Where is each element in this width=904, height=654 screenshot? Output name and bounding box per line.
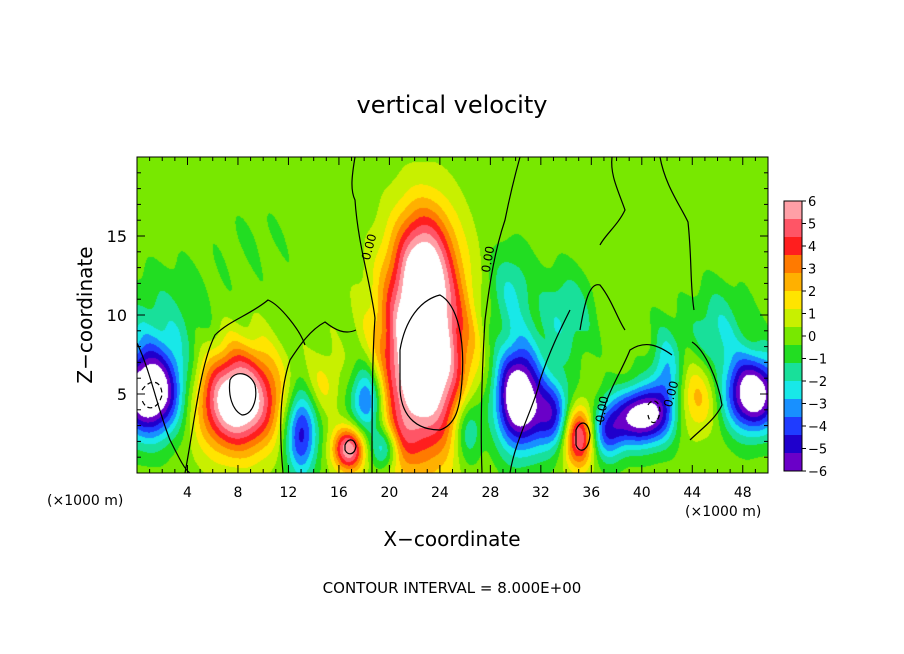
contour-line	[509, 309, 571, 474]
contour-line	[480, 156, 521, 474]
colorbar-swatch	[784, 381, 802, 400]
chart-title: vertical velocity	[357, 91, 548, 119]
colorbar-swatch	[784, 309, 802, 328]
colorbar-label: −5	[808, 443, 827, 458]
y-axis: 5 10 15	[107, 172, 768, 458]
contour-label: 0.00	[661, 379, 681, 408]
contour-label: 0.00	[479, 245, 497, 274]
x-tick-label: 28	[481, 485, 499, 501]
colorbar-label: 0	[808, 330, 816, 345]
colorbar-swatch	[784, 399, 802, 418]
contour-line	[141, 381, 163, 409]
zero-contour-lines	[136, 156, 723, 474]
y-tick-label: 5	[117, 385, 127, 404]
contour-line	[371, 317, 376, 474]
colorbar-swatch	[784, 327, 802, 346]
x-tick-label: 4	[183, 485, 192, 501]
contour-line	[136, 342, 191, 474]
heatmap-field	[137, 157, 768, 473]
colorbar-swatch	[784, 237, 802, 256]
colorbar-label: −4	[808, 420, 827, 435]
contour-line	[599, 156, 626, 246]
contour-line	[280, 321, 357, 474]
x-tick-label: 36	[582, 485, 600, 501]
colorbar-swatch	[784, 201, 802, 220]
x-tick-label: 32	[532, 485, 550, 501]
colorbar-swatch	[784, 255, 802, 274]
x-tick-label: 20	[380, 485, 398, 501]
colorbar-swatch	[784, 453, 802, 472]
colorbar-label: −6	[808, 465, 827, 480]
colorbar-label: 5	[808, 218, 816, 233]
contour-labels: 0.00 0.00 0.00 0.00	[359, 232, 681, 423]
y-axis-label: Z−coordinate	[73, 246, 97, 383]
x-tick-label: 24	[431, 485, 449, 501]
contour-line	[399, 294, 464, 431]
y-tick-label: 15	[107, 227, 127, 246]
contour-line	[599, 343, 673, 426]
contour-line	[351, 156, 376, 319]
x-unit-left: (×1000 m)	[47, 493, 123, 509]
contour-interval-note: CONTOUR INTERVAL = 8.000E+00	[323, 579, 582, 597]
colorbar-swatch	[784, 417, 802, 436]
contour-line	[575, 422, 591, 451]
x-tick-label: 8	[233, 485, 242, 501]
colorbar-label: 6	[808, 195, 816, 210]
colorbar-label: 1	[808, 308, 816, 323]
x-tick-label: 12	[280, 485, 298, 501]
colorbar-swatch	[784, 291, 802, 310]
x-tick-label: 44	[683, 485, 701, 501]
contour-line	[689, 341, 723, 441]
colorbar-label: 4	[808, 240, 816, 255]
contour-line	[659, 156, 695, 311]
colorbar-label: −3	[808, 398, 827, 413]
contour-line	[344, 439, 357, 455]
colorbar-swatch	[784, 219, 802, 238]
colorbar-swatch	[784, 273, 802, 292]
x-tick-label: 48	[734, 485, 752, 501]
colorbar-label: −2	[808, 375, 827, 390]
contour-line	[228, 373, 257, 416]
x-unit-right: (×1000 m)	[685, 504, 761, 520]
colorbar-label: 2	[808, 285, 816, 300]
contour-line	[579, 284, 626, 331]
contour-line	[184, 299, 306, 474]
contour-label: 0.00	[593, 395, 611, 424]
x-axis-label: X−coordinate	[383, 527, 520, 551]
colorbar-swatch	[784, 345, 802, 364]
x-tick-label: 40	[633, 485, 651, 501]
y-tick-label: 10	[107, 306, 127, 325]
colorbar-label: 3	[808, 263, 816, 278]
colorbar: 6 5 4 3 2 1 0 −1 −2 −3 −4 −5 −6	[783, 195, 827, 480]
colorbar-label: −1	[808, 353, 827, 368]
colorbar-swatch	[784, 435, 802, 454]
contour-label: 0.00	[359, 232, 379, 261]
x-axis: 4 8 12 16 20 24 28 32 36 40 44 48	[149, 157, 756, 501]
x-tick-label: 16	[330, 485, 348, 501]
colorbar-swatch	[784, 363, 802, 382]
